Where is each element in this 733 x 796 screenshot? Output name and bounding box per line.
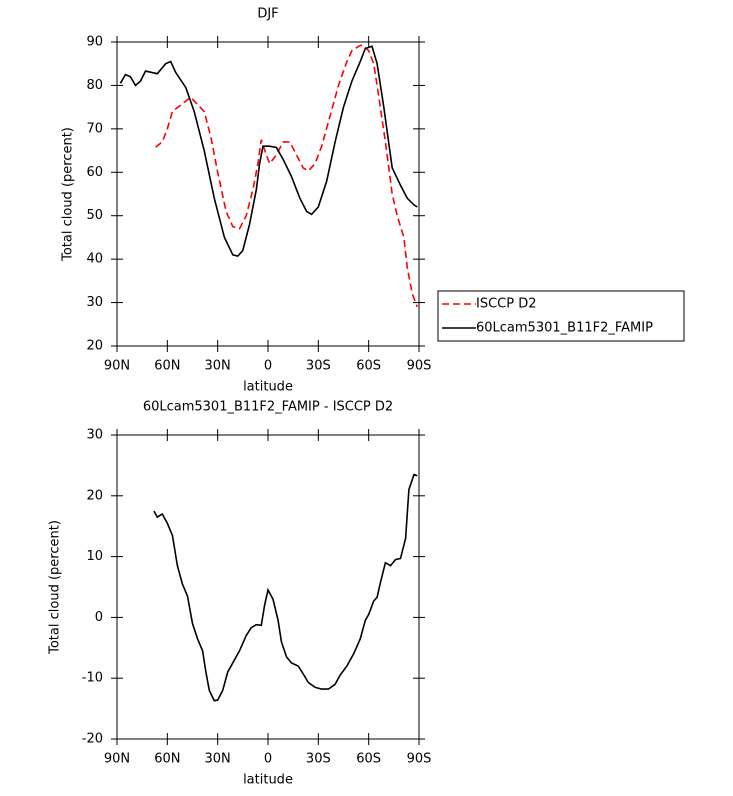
- x-tick-label: 60N: [154, 359, 180, 374]
- x-tick-label: 60N: [154, 752, 180, 767]
- y-tick-label: 20: [86, 488, 103, 503]
- x-tick-label: 90S: [407, 359, 432, 374]
- x-tick-label: 90N: [104, 752, 130, 767]
- y-tick-label: -20: [82, 732, 103, 747]
- y-tick-label: 10: [86, 549, 103, 564]
- x-tick-label: 30S: [306, 752, 331, 767]
- chart-title: DJF: [257, 7, 278, 22]
- data-line: [153, 473, 418, 702]
- y-tick-label: 30: [86, 428, 103, 443]
- y-tick-label: 70: [86, 121, 103, 136]
- x-tick-label: 90S: [407, 752, 432, 767]
- y-axis-label: Total cloud (percent): [61, 127, 76, 262]
- x-tick-label: 30N: [205, 359, 231, 374]
- x-tick-label: 0: [264, 359, 272, 374]
- plot-frame: [116, 434, 420, 740]
- legend-label: ISCCP D2: [476, 297, 537, 312]
- y-tick-label: 90: [86, 35, 103, 50]
- legend-label: 60Lcam5301_B11F2_FAMIP: [476, 321, 653, 336]
- x-axis-label: latitude: [243, 380, 293, 395]
- y-tick-label: -10: [82, 671, 103, 686]
- x-tick-label: 0: [264, 752, 272, 767]
- x-tick-label: 60S: [356, 359, 381, 374]
- x-tick-label: 30N: [205, 752, 231, 767]
- y-tick-label: 60: [86, 165, 103, 180]
- y-tick-label: 30: [86, 295, 103, 310]
- y-tick-label: 50: [86, 208, 103, 223]
- y-axis-label: Total cloud (percent): [48, 520, 63, 655]
- chart-title: 60Lcam5301_B11F2_FAMIP - ISCCP D2: [143, 400, 393, 415]
- plot-frame: [116, 41, 420, 347]
- data-line: [119, 45, 418, 257]
- x-tick-label: 30S: [306, 359, 331, 374]
- x-tick-label: 60S: [356, 752, 381, 767]
- y-tick-label: 40: [86, 252, 103, 267]
- legend-box: [437, 290, 685, 342]
- y-tick-label: 80: [86, 78, 103, 93]
- data-line: [155, 44, 419, 308]
- y-tick-label: 0: [95, 610, 103, 625]
- y-tick-label: 20: [86, 339, 103, 354]
- x-tick-label: 90N: [104, 359, 130, 374]
- x-axis-label: latitude: [243, 773, 293, 788]
